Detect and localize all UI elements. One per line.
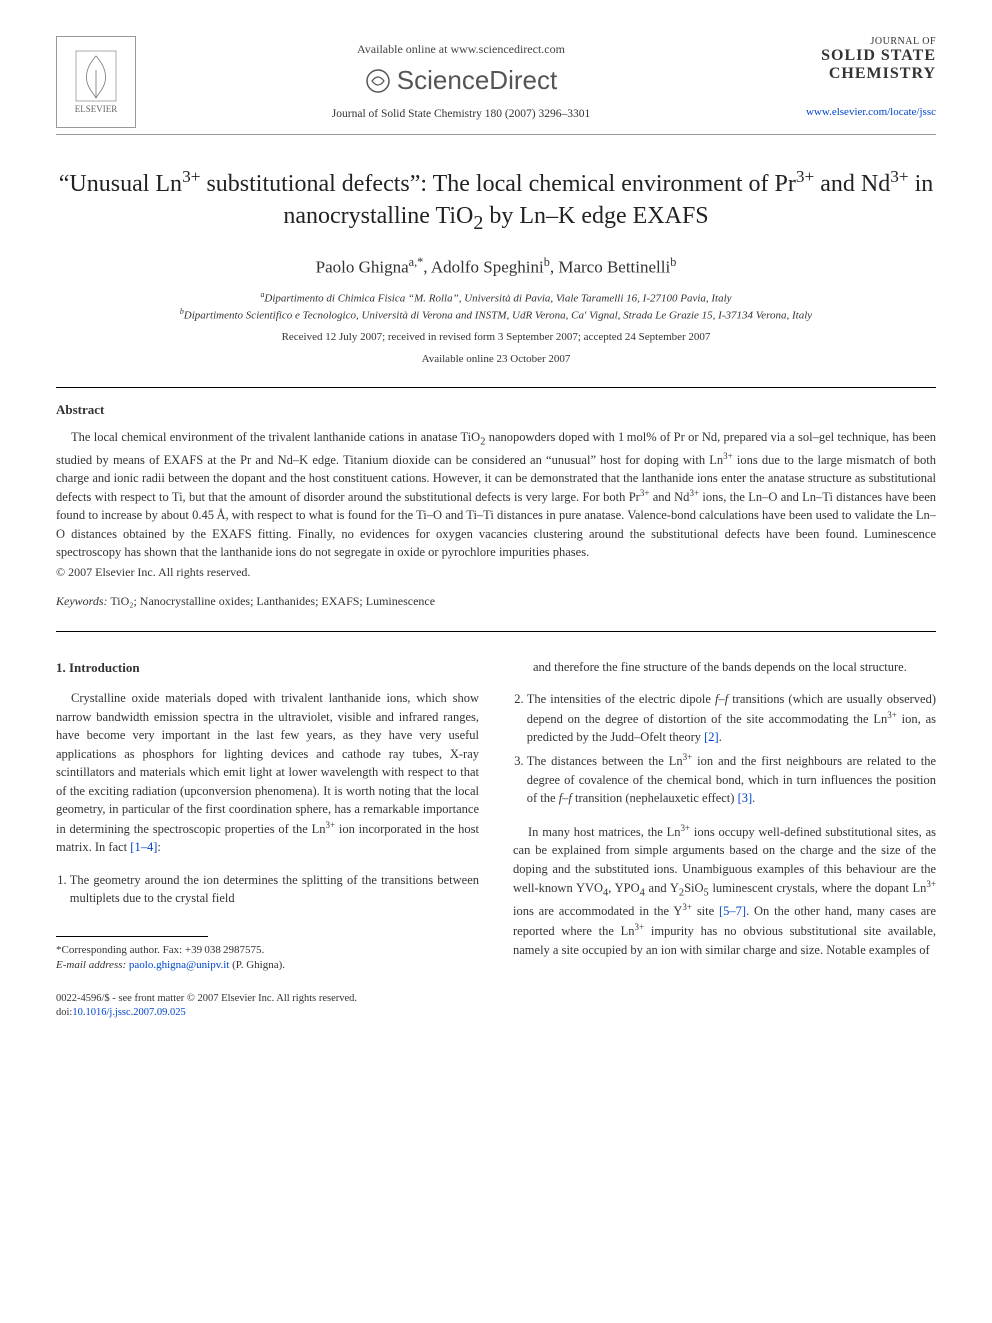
journal-of-label: JOURNAL OF [786, 36, 936, 47]
keywords-list: TiO₂; Nanocrystalline oxides; Lanthanide… [110, 594, 435, 608]
email-address[interactable]: paolo.ghigna@unipv.it [129, 959, 229, 971]
journal-name-line2: CHEMISTRY [786, 65, 936, 83]
list-item-2: The intensities of the electric dipole f… [527, 690, 936, 747]
available-online-date: Available online 23 October 2007 [56, 353, 936, 365]
list-item-1-start: The geometry around the ion determines t… [70, 871, 479, 908]
abstract-body: The local chemical environment of the tr… [56, 428, 936, 561]
doi-link[interactable]: 10.1016/j.jssc.2007.09.025 [72, 1007, 185, 1018]
journal-homepage-link[interactable]: www.elsevier.com/locate/jssc [786, 106, 936, 118]
email-owner: (P. Ghigna). [232, 959, 285, 971]
header-rule [56, 134, 936, 135]
abstract-bottom-rule [56, 631, 936, 632]
list-item-1-continued: and therefore the fine structure of the … [513, 658, 936, 677]
abstract-heading: Abstract [56, 402, 936, 418]
intro-paragraph-2: In many host matrices, the Ln3+ ions occ… [513, 822, 936, 960]
affiliation-b: bDipartimento Scientifico e Tecnologico,… [56, 307, 936, 322]
available-online-text: Available online at www.sciencedirect.co… [136, 42, 786, 57]
intro-numbered-list-left: The geometry around the ion determines t… [56, 871, 479, 908]
intro-numbered-list-right: The intensities of the electric dipole f… [513, 690, 936, 807]
journal-title-box: JOURNAL OF SOLID STATE CHEMISTRY www.els… [786, 36, 936, 118]
affiliation-a: aDipartimento di Chimica Fisica “M. Roll… [56, 290, 936, 305]
journal-name-line1: SOLID STATE [786, 47, 936, 65]
intro-paragraph-1: Crystalline oxide materials doped with t… [56, 689, 479, 857]
right-column: and therefore the fine structure of the … [513, 658, 936, 1020]
publisher-label: ELSEVIER [75, 104, 118, 114]
section-1-heading: 1. Introduction [56, 658, 479, 677]
elsevier-tree-icon [75, 50, 117, 102]
platform-name: ScienceDirect [397, 65, 557, 96]
left-column: 1. Introduction Crystalline oxide materi… [56, 658, 479, 1020]
publisher-logo: ELSEVIER [56, 36, 136, 128]
corr-author-fax: *Corresponding author. Fax: +39 038 2987… [56, 943, 479, 958]
list-item-3: The distances between the Ln3+ ion and t… [527, 751, 936, 808]
keywords-line: Keywords: TiO₂; Nanocrystalline oxides; … [56, 594, 936, 609]
platform-brand: ScienceDirect [136, 65, 786, 96]
email-label: E-mail address: [56, 959, 126, 971]
body-columns: 1. Introduction Crystalline oxide materi… [56, 658, 936, 1020]
footer-doi: doi:10.1016/j.jssc.2007.09.025 [56, 1006, 479, 1020]
journal-reference: Journal of Solid State Chemistry 180 (20… [136, 108, 786, 120]
footer-front-matter: 0022-4596/$ - see front matter © 2007 El… [56, 992, 479, 1006]
keywords-label: Keywords: [56, 594, 108, 608]
footnote-separator [56, 936, 208, 937]
journal-header: ELSEVIER Available online at www.science… [56, 36, 936, 128]
abstract-top-rule [56, 387, 936, 388]
corr-author-email: E-mail address: paolo.ghigna@unipv.it (P… [56, 958, 479, 973]
author-list: Paolo Ghignaa,*, Adolfo Speghinib, Marco… [56, 255, 936, 278]
abstract-copyright: © 2007 Elsevier Inc. All rights reserved… [56, 565, 936, 580]
page-footer: 0022-4596/$ - see front matter © 2007 El… [56, 992, 479, 1020]
received-dates: Received 12 July 2007; received in revis… [56, 331, 936, 343]
doi-label: doi: [56, 1007, 72, 1018]
article-title: “Unusual Ln3+ substitutional defects”: T… [56, 165, 936, 237]
sciencedirect-icon [365, 68, 391, 94]
header-center: Available online at www.sciencedirect.co… [136, 36, 786, 120]
corresponding-author-note: *Corresponding author. Fax: +39 038 2987… [56, 943, 479, 974]
